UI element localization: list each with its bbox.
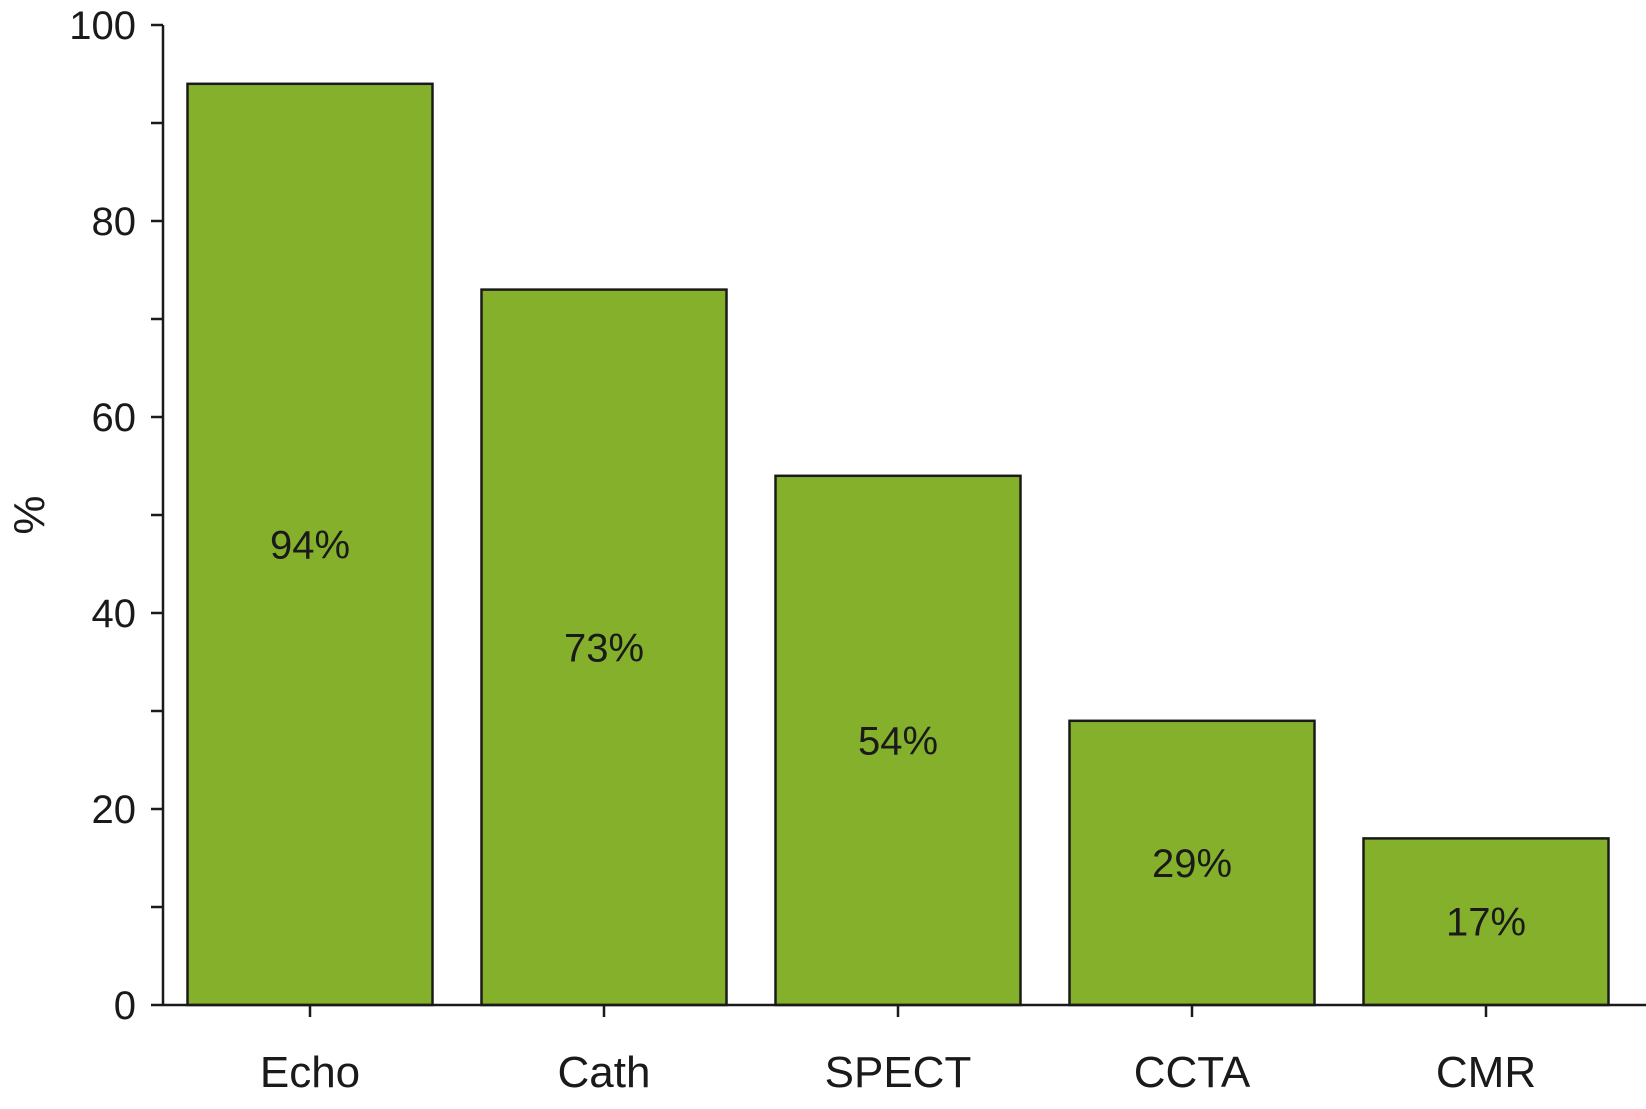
data-label-echo: 94% (270, 523, 350, 567)
bars-group (186, 82, 1610, 1007)
y-tick-label: 40 (92, 592, 137, 636)
x-tick-label-ccta: CCTA (1134, 1048, 1251, 1097)
x-tick-label-spect: SPECT (825, 1048, 972, 1097)
bar-echo (186, 82, 434, 1007)
y-tick-label: 100 (69, 4, 136, 48)
data-labels-group: 94% 73% 54% 29% 17% (270, 523, 1526, 944)
bar-ccta (1068, 719, 1316, 1007)
data-label-cmr: 17% (1446, 901, 1526, 945)
y-tick-label: 80 (92, 200, 137, 244)
y-axis-ticks: 0 20 40 60 80 100 (69, 4, 163, 1028)
y-axis-title: % (5, 495, 54, 534)
x-tick-label-echo: Echo (260, 1048, 360, 1097)
y-tick-label: 20 (92, 788, 137, 832)
data-label-spect: 54% (858, 719, 938, 763)
bar-cmr (1362, 837, 1610, 1007)
data-label-cath: 73% (564, 626, 644, 670)
y-tick-label: 60 (92, 396, 137, 440)
y-tick-label: 0 (114, 984, 136, 1028)
x-tick-label-cmr: CMR (1436, 1048, 1536, 1097)
bar-cath (480, 288, 728, 1007)
data-label-ccta: 29% (1152, 842, 1232, 886)
x-axis-ticks: Echo Cath SPECT CCTA CMR (260, 1005, 1536, 1097)
bar-spect (774, 474, 1022, 1007)
x-tick-label-cath: Cath (558, 1048, 651, 1097)
